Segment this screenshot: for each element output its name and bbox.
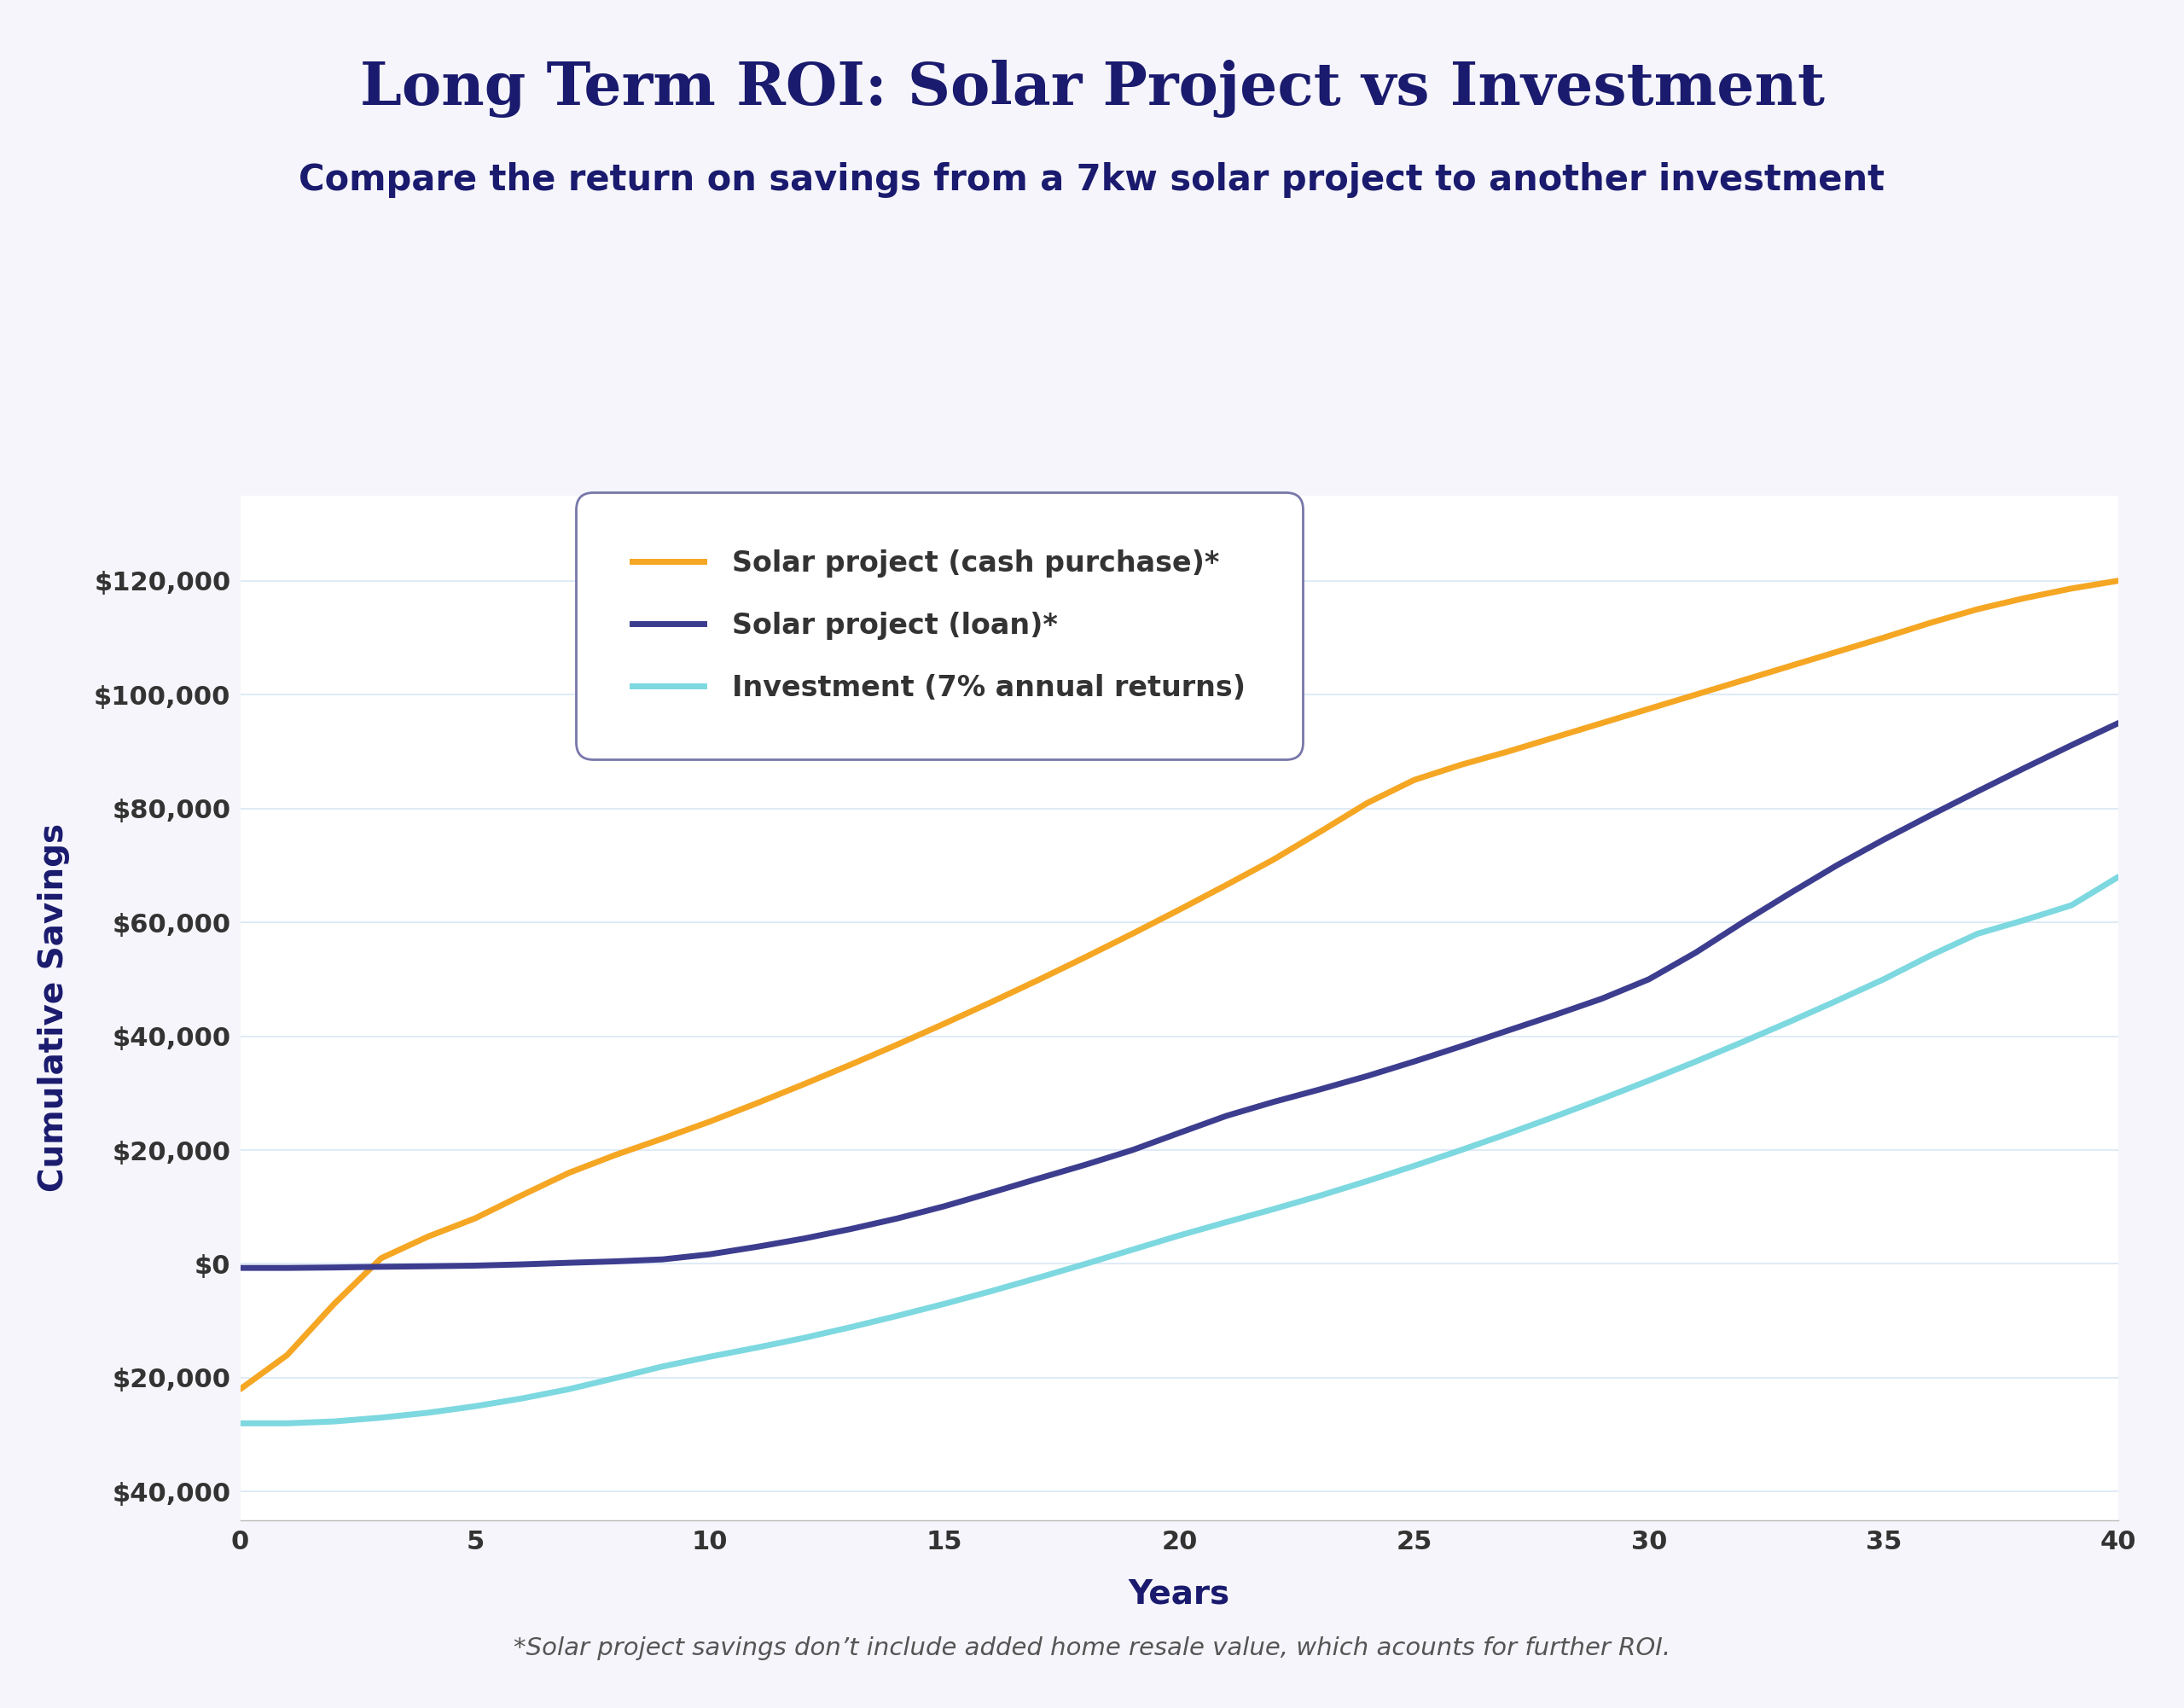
- X-axis label: Years: Years: [1129, 1578, 1230, 1611]
- Text: Compare the return on savings from a 7kw solar project to another investment: Compare the return on savings from a 7kw…: [299, 162, 1885, 198]
- Y-axis label: Cumulative Savings: Cumulative Savings: [37, 823, 70, 1192]
- Text: Long Term ROI: Solar Project vs Investment: Long Term ROI: Solar Project vs Investme…: [360, 60, 1824, 118]
- FancyBboxPatch shape: [240, 495, 2118, 1520]
- Text: *Solar project savings don’t include added home resale value, which acounts for : *Solar project savings don’t include add…: [513, 1636, 1671, 1660]
- Legend: Solar project (cash purchase)*, Solar project (loan)*, Investment (7% annual ret: Solar project (cash purchase)*, Solar pr…: [592, 509, 1284, 741]
